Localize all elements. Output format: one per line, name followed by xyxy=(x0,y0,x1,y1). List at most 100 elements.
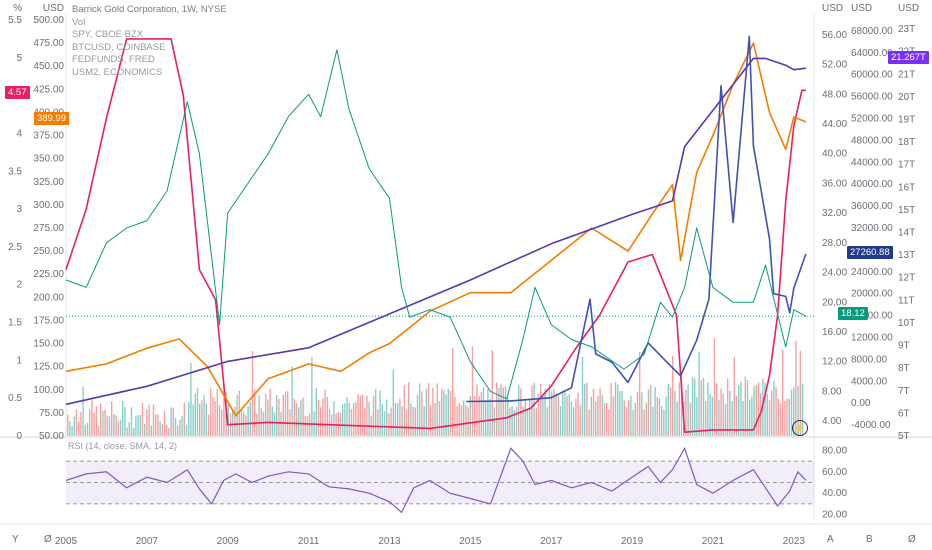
volume-bar xyxy=(392,369,394,436)
volume-bar xyxy=(544,388,546,436)
volume-bar xyxy=(144,423,146,436)
volume-bar xyxy=(82,386,84,436)
volume-bar xyxy=(421,391,423,436)
bottom-button-settings[interactable]: Ø xyxy=(44,534,52,545)
bottom-button-auto[interactable]: A xyxy=(827,534,834,545)
volume-bar xyxy=(278,398,280,436)
volume-bar xyxy=(271,406,273,436)
right3-axis-tick-12: 11T xyxy=(898,295,915,306)
far-left-axis-tick-7: 2 xyxy=(16,280,22,291)
right2-axis-tick-13: 16000.00 xyxy=(851,311,893,322)
x-tick-5: 2015 xyxy=(459,536,482,547)
volume-bar xyxy=(658,398,661,436)
volume-bar xyxy=(328,409,331,436)
series-line-1 xyxy=(65,42,807,417)
legend-entry-usm2: USM2, ECONOMICS xyxy=(72,66,163,78)
volume-bar xyxy=(718,399,720,436)
volume-bar xyxy=(641,392,643,436)
x-tick-1: 2007 xyxy=(136,536,159,547)
volume-bar xyxy=(359,395,361,436)
volume-bar xyxy=(753,386,755,436)
far-left-axis-tick-8: 1.5 xyxy=(8,318,22,329)
volume-bar xyxy=(172,407,174,436)
volume-bar xyxy=(177,425,179,436)
volume-bar xyxy=(201,400,203,436)
volume-bar xyxy=(119,420,122,436)
right2-axis-tick-14: 12000.00 xyxy=(851,332,893,343)
volume-bar xyxy=(773,380,775,436)
right1-axis-tick-1: 52.00 xyxy=(822,60,847,71)
volume-bar xyxy=(399,398,401,436)
volume-bar xyxy=(504,386,507,436)
volume-bar xyxy=(262,411,265,436)
x-tick-8: 2021 xyxy=(702,536,725,547)
volume-bar xyxy=(650,385,652,436)
volume-bar xyxy=(727,378,729,436)
volume-bar xyxy=(746,380,749,436)
left-axis-tick-18: 50.00 xyxy=(39,431,64,442)
volume-bar xyxy=(276,395,278,436)
volume-bar xyxy=(139,414,141,436)
volume-bar xyxy=(731,401,733,436)
volume-bar xyxy=(408,382,410,436)
volume-bar xyxy=(610,383,612,436)
bottom-button-settings-right[interactable]: Ø xyxy=(908,534,916,545)
bottom-button-y[interactable]: Y xyxy=(12,534,19,545)
volume-bar xyxy=(669,387,672,436)
volume-bar xyxy=(700,380,702,436)
volume-bar xyxy=(502,387,504,436)
volume-bar xyxy=(738,384,740,436)
volume-bar xyxy=(73,416,75,436)
volume-bar xyxy=(537,393,540,436)
bottom-button-b[interactable]: B xyxy=(866,534,873,545)
volume-bar xyxy=(445,394,447,436)
right1-axis-tick-2: 48.00 xyxy=(822,89,847,100)
lightning-icon[interactable]: ⚡ xyxy=(792,420,808,436)
volume-bar xyxy=(267,399,269,436)
volume-bar xyxy=(203,394,205,436)
right1-axis-unit: USD xyxy=(822,3,843,14)
volume-bar xyxy=(551,391,553,436)
volume-bar xyxy=(146,409,148,436)
volume-bar xyxy=(691,376,694,436)
volume-bar xyxy=(529,400,531,436)
rsi-tick-2: 40.00 xyxy=(822,488,847,499)
right2-axis-tick-8: 36000.00 xyxy=(851,201,893,212)
volume-bar xyxy=(606,402,608,436)
volume-bar xyxy=(603,403,606,436)
volume-bar xyxy=(71,425,73,436)
volume-bar xyxy=(755,385,757,436)
far-left-axis-tick-11: 0 xyxy=(16,431,22,442)
volume-bar xyxy=(456,405,458,436)
volume-bar xyxy=(465,405,467,436)
right3-axis-tick-10: 13T xyxy=(898,250,915,261)
right2-axis-tick-1: 64000.00 xyxy=(851,48,893,59)
volume-bar xyxy=(333,401,335,436)
volume-bar xyxy=(161,424,163,436)
volume-bar xyxy=(507,396,509,436)
volume-bar xyxy=(287,391,289,436)
series-line-4 xyxy=(65,49,807,400)
right3-axis-tick-7: 16T xyxy=(898,182,915,193)
volume-bar xyxy=(377,409,379,436)
volume-bar xyxy=(713,338,716,436)
volume-bar xyxy=(350,408,353,436)
volume-bar xyxy=(522,406,524,436)
volume-bar xyxy=(75,409,78,436)
volume-bar xyxy=(749,399,751,436)
volume-bar xyxy=(322,398,324,436)
volume-bar xyxy=(441,388,443,436)
volume-bar xyxy=(128,421,130,436)
far-left-axis-tick-3: 4 xyxy=(16,128,22,139)
volume-bar xyxy=(793,387,795,436)
volume-bar xyxy=(212,397,214,436)
volume-bar xyxy=(614,382,617,436)
volume-bar xyxy=(775,387,777,436)
volume-bar xyxy=(694,378,696,436)
volume-bar xyxy=(269,389,271,436)
left-axis-tick-6: 350.00 xyxy=(33,154,64,165)
volume-bar xyxy=(735,395,738,436)
volume-bar xyxy=(799,350,801,436)
volume-bar xyxy=(724,403,727,436)
